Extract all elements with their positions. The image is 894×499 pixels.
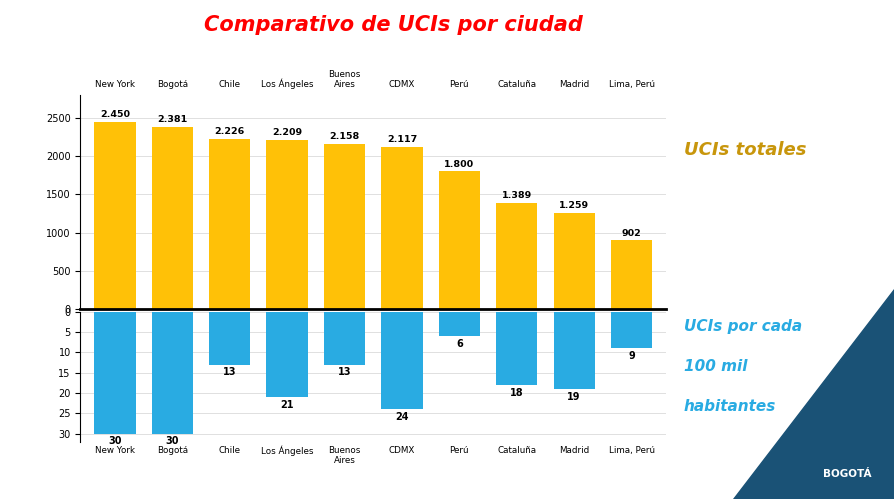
Bar — [496, 203, 537, 309]
Text: 2.158: 2.158 — [329, 132, 359, 141]
Bar — [553, 213, 595, 309]
Bar — [209, 312, 250, 365]
Bar — [381, 312, 423, 409]
Text: Madrid: Madrid — [559, 446, 589, 455]
Text: New York: New York — [95, 80, 135, 89]
Text: Lima, Perú: Lima, Perú — [609, 80, 654, 89]
Bar — [381, 147, 423, 309]
Text: 1.389: 1.389 — [502, 191, 532, 200]
Text: BOGOTÁ: BOGOTÁ — [823, 469, 872, 479]
Bar — [209, 139, 250, 309]
Text: 6: 6 — [456, 339, 463, 349]
Text: 2.117: 2.117 — [387, 135, 417, 145]
Text: Cataluña: Cataluña — [497, 80, 536, 89]
Text: 1.259: 1.259 — [559, 201, 589, 210]
Text: 18: 18 — [510, 388, 524, 398]
Text: Perú: Perú — [450, 446, 469, 455]
Text: habitantes: habitantes — [684, 399, 776, 414]
Text: 1.800: 1.800 — [444, 160, 475, 169]
Bar — [611, 240, 653, 309]
Text: Buenos
Aires: Buenos Aires — [328, 446, 360, 465]
Text: Cataluña: Cataluña — [497, 446, 536, 455]
Text: Los Ángeles: Los Ángeles — [261, 446, 314, 456]
Bar — [611, 312, 653, 348]
Text: CDMX: CDMX — [389, 446, 415, 455]
Text: 9: 9 — [628, 351, 635, 361]
Bar — [324, 312, 366, 365]
Text: Bogotá: Bogotá — [156, 446, 188, 455]
Bar — [94, 122, 136, 309]
Bar — [266, 312, 308, 397]
Bar — [152, 312, 193, 434]
Bar — [266, 140, 308, 309]
Text: Perú: Perú — [450, 80, 469, 89]
Bar — [496, 312, 537, 385]
Text: New York: New York — [95, 446, 135, 455]
Text: 13: 13 — [223, 367, 237, 377]
Text: Comparativo de UCIs por ciudad: Comparativo de UCIs por ciudad — [204, 15, 583, 35]
Text: 24: 24 — [395, 412, 409, 422]
Bar — [553, 312, 595, 389]
Bar — [439, 172, 480, 309]
Text: UCIs totales: UCIs totales — [684, 141, 806, 159]
Text: Madrid: Madrid — [559, 80, 589, 89]
Text: Lima, Perú: Lima, Perú — [609, 446, 654, 455]
Text: 30: 30 — [108, 436, 122, 446]
Text: 100 mil: 100 mil — [684, 359, 747, 374]
Text: 21: 21 — [281, 400, 294, 410]
Text: 2.381: 2.381 — [157, 115, 188, 124]
Bar — [324, 144, 366, 309]
Text: 2.450: 2.450 — [100, 110, 130, 119]
Text: 2.226: 2.226 — [215, 127, 245, 136]
Text: Buenos
Aires: Buenos Aires — [328, 70, 360, 89]
Text: 13: 13 — [338, 367, 351, 377]
Bar — [152, 127, 193, 309]
Text: 30: 30 — [165, 436, 179, 446]
Text: CDMX: CDMX — [389, 80, 415, 89]
Bar — [439, 312, 480, 336]
Text: Chile: Chile — [219, 80, 240, 89]
Text: Bogotá: Bogotá — [156, 80, 188, 89]
Text: 902: 902 — [621, 229, 642, 238]
Bar — [94, 312, 136, 434]
Text: UCIs por cada: UCIs por cada — [684, 319, 802, 334]
Text: 2.209: 2.209 — [272, 128, 302, 137]
Text: Los Ángeles: Los Ángeles — [261, 79, 314, 89]
Text: 19: 19 — [568, 392, 581, 402]
Text: Chile: Chile — [219, 446, 240, 455]
